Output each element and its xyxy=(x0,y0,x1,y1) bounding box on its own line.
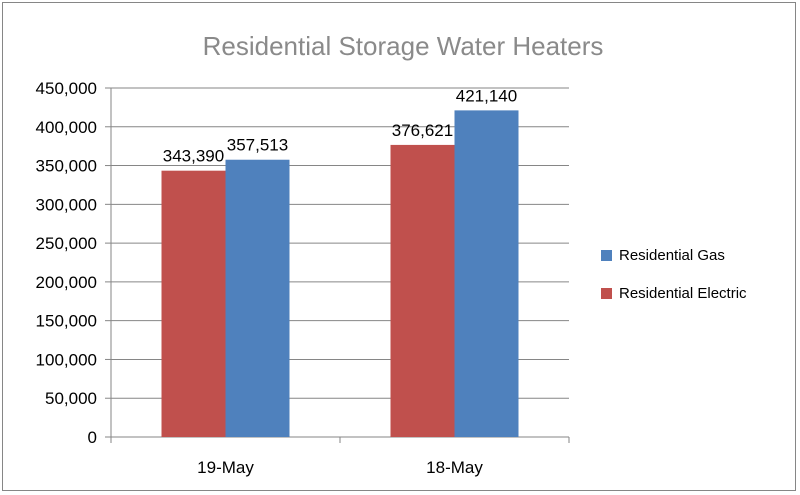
data-label: 357,513 xyxy=(227,136,288,155)
chart-title: Residential Storage Water Heaters xyxy=(203,31,604,61)
legend-swatch xyxy=(601,250,612,261)
y-tick-label: 400,000 xyxy=(36,118,97,137)
legend-label: Residential Gas xyxy=(619,247,725,264)
x-tick-label: 19-May xyxy=(197,458,254,477)
x-tick-label: 18-May xyxy=(426,458,483,477)
y-tick-label: 300,000 xyxy=(36,195,97,214)
chart-canvas: Residential Storage Water Heaters 0 50,00… xyxy=(36,31,748,477)
y-tick-label: 150,000 xyxy=(36,312,97,331)
bars xyxy=(161,110,519,437)
legend: Residential Gas Residential Electric xyxy=(601,247,747,302)
legend-swatch xyxy=(601,288,612,299)
y-tick-label: 450,000 xyxy=(36,79,97,98)
y-tick-label: 0 xyxy=(88,428,97,447)
y-tick-label: 350,000 xyxy=(36,157,97,176)
legend-label: Residential Electric xyxy=(619,285,747,302)
y-tick-label: 200,000 xyxy=(36,273,97,292)
data-label: 376,621 xyxy=(392,121,453,140)
data-label: 343,390 xyxy=(163,147,224,166)
bar-residential-gas xyxy=(225,159,290,437)
y-tick-label: 100,000 xyxy=(36,350,97,369)
bar-residential-electric xyxy=(390,144,455,437)
bar-residential-electric xyxy=(161,170,226,437)
y-tick-label: 250,000 xyxy=(36,234,97,253)
y-tick-label: 50,000 xyxy=(45,389,97,408)
bar-residential-gas xyxy=(454,110,519,437)
data-label: 421,140 xyxy=(456,86,517,105)
axes: 0 50,000 100,000 150,000 200,000 250,000 300,0… xyxy=(36,79,570,477)
